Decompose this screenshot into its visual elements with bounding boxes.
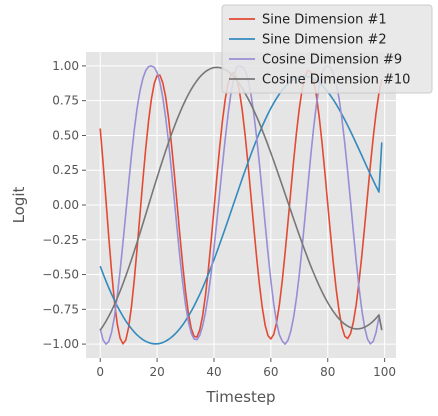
legend-box	[221, 4, 433, 94]
x-tick-label: 40	[206, 365, 221, 379]
series-line-1	[99, 69, 383, 345]
x-tick-label: 100	[373, 365, 396, 379]
y-tick-label: −0.50	[42, 268, 79, 282]
legend-label: Sine Dimension #2	[262, 33, 387, 48]
x-tick-label: 80	[320, 365, 335, 379]
y-tick-label: 1.00	[52, 59, 79, 73]
x-axis-label: Timestep	[205, 388, 275, 406]
y-tick-label: 0.00	[52, 198, 79, 212]
y-tick-label: 0.75	[52, 94, 79, 108]
y-tick-label: −0.75	[42, 302, 79, 316]
legend-label: Cosine Dimension #10	[262, 73, 410, 88]
x-tick-label: 0	[96, 365, 104, 379]
legend-label: Cosine Dimension #9	[262, 53, 402, 68]
x-axis-ticks: 0 20 40 60 80 100	[96, 358, 396, 379]
legend-label: Sine Dimension #1	[262, 13, 387, 28]
x-tick-label: 20	[149, 365, 164, 379]
y-tick-label: −0.25	[42, 233, 79, 247]
y-tick-label: −1.00	[42, 337, 79, 351]
y-axis-ticks: 1.00 0.75 0.50 0.25 0.00 −0.25 −0.50 −0.75 −1.00	[42, 59, 86, 351]
legend: Sine Dimension #1 Sine Dimension #2 Cosine…	[221, 4, 433, 94]
y-axis-label: Logit	[10, 186, 28, 223]
x-tick-label: 60	[263, 365, 278, 379]
y-tick-label: 0.50	[52, 128, 79, 142]
y-tick-label: 0.25	[52, 163, 79, 177]
series-line-2	[99, 75, 383, 345]
